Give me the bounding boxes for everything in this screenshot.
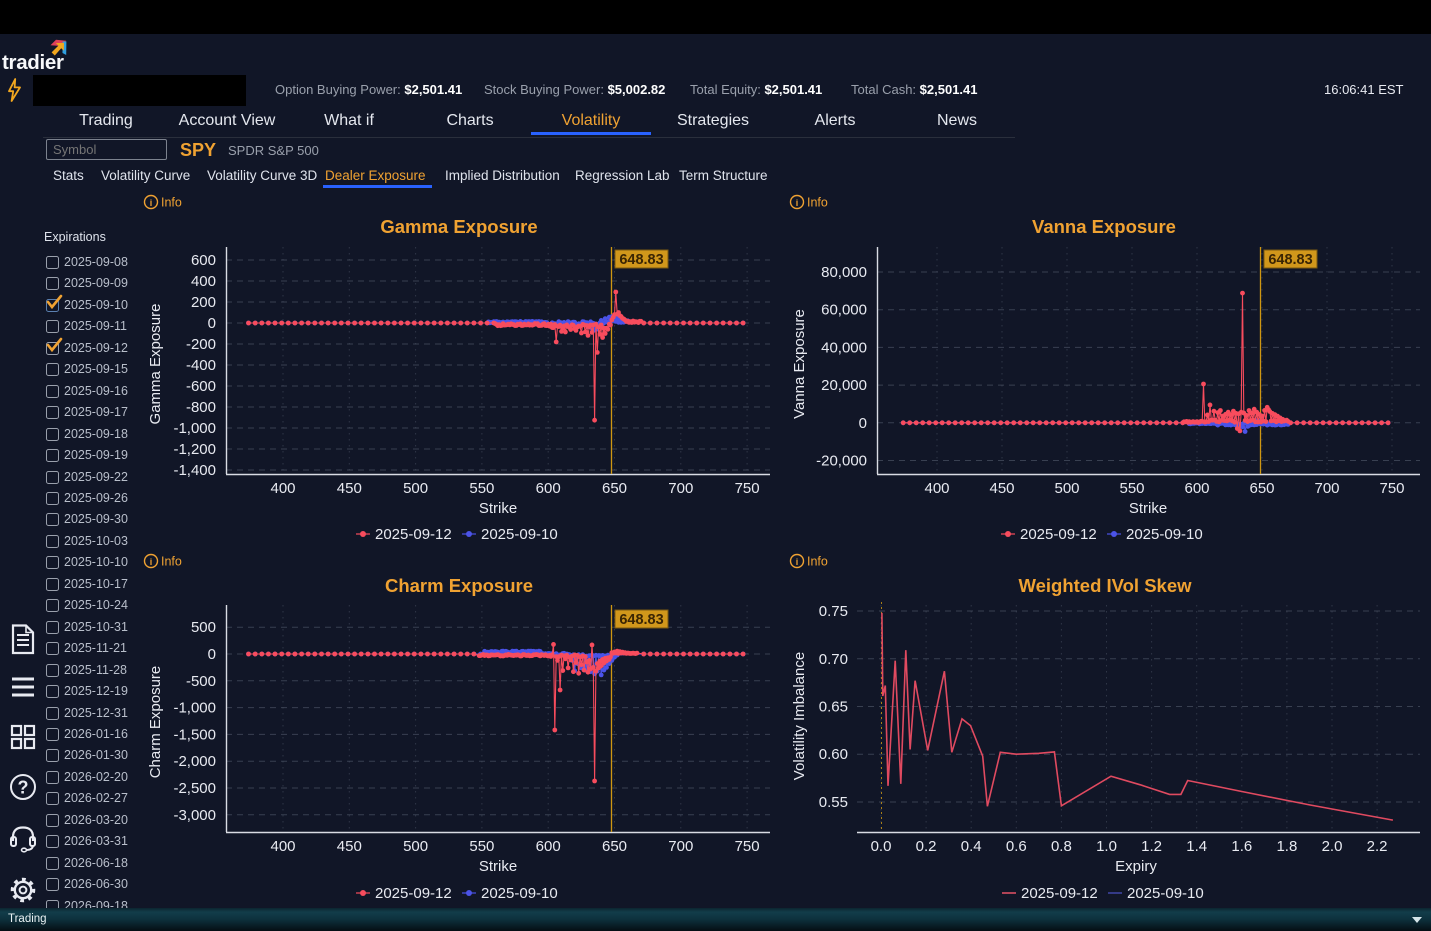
svg-text:0: 0: [208, 646, 216, 663]
svg-text:-2,500: -2,500: [173, 780, 216, 797]
svg-text:2.2: 2.2: [1367, 838, 1388, 855]
svg-text:20,000: 20,000: [821, 377, 867, 394]
svg-text:600: 600: [1184, 480, 1209, 497]
svg-text:-1,200: -1,200: [173, 441, 216, 458]
svg-text:400: 400: [191, 273, 216, 290]
svg-text:648.83: 648.83: [1268, 252, 1312, 268]
svg-text:2.0: 2.0: [1322, 838, 1343, 855]
svg-text:Vanna Exposure: Vanna Exposure: [1032, 216, 1176, 237]
svg-text:0.75: 0.75: [819, 603, 848, 620]
svg-text:Weighted IVol Skew: Weighted IVol Skew: [1018, 575, 1192, 596]
svg-text:600: 600: [536, 838, 561, 855]
svg-text:500: 500: [1054, 480, 1079, 497]
svg-text:1.8: 1.8: [1276, 838, 1297, 855]
svg-text:Info: Info: [161, 555, 182, 569]
svg-text:400: 400: [270, 480, 295, 497]
svg-text:450: 450: [989, 480, 1014, 497]
svg-text:0.70: 0.70: [819, 651, 848, 668]
svg-text:0.65: 0.65: [819, 699, 848, 716]
svg-text:550: 550: [1119, 480, 1144, 497]
svg-text:750: 750: [735, 838, 760, 855]
svg-text:Gamma Exposure: Gamma Exposure: [147, 304, 164, 425]
svg-text:0.60: 0.60: [819, 746, 848, 763]
svg-text:600: 600: [536, 480, 561, 497]
svg-text:750: 750: [735, 480, 760, 497]
svg-text:1.4: 1.4: [1186, 838, 1207, 855]
svg-text:648.83: 648.83: [619, 252, 663, 268]
svg-text:-1,000: -1,000: [173, 420, 216, 437]
svg-text:2025-09-10: 2025-09-10: [1127, 885, 1204, 902]
svg-text:Expiry: Expiry: [1115, 858, 1157, 875]
svg-text:2025-09-12: 2025-09-12: [375, 526, 452, 543]
svg-text:-600: -600: [186, 378, 216, 395]
svg-text:400: 400: [924, 480, 949, 497]
svg-text:650: 650: [1249, 480, 1274, 497]
svg-text:0.55: 0.55: [819, 794, 848, 811]
svg-text:Info: Info: [807, 196, 828, 210]
svg-text:2025-09-10: 2025-09-10: [481, 885, 558, 902]
svg-text:-2,000: -2,000: [173, 753, 216, 770]
svg-text:400: 400: [270, 838, 295, 855]
svg-text:Vanna Exposure: Vanna Exposure: [791, 309, 808, 419]
svg-text:2025-09-10: 2025-09-10: [1126, 526, 1203, 543]
svg-text:1.2: 1.2: [1141, 838, 1162, 855]
svg-text:0.8: 0.8: [1051, 838, 1072, 855]
svg-text:450: 450: [337, 480, 362, 497]
svg-text:Strike: Strike: [479, 858, 517, 875]
svg-text:2025-09-12: 2025-09-12: [1021, 885, 1098, 902]
svg-text:650: 650: [602, 480, 627, 497]
svg-text:600: 600: [191, 252, 216, 269]
svg-text:0: 0: [859, 415, 867, 432]
svg-text:550: 550: [469, 480, 494, 497]
svg-text:Info: Info: [807, 555, 828, 569]
svg-text:550: 550: [469, 838, 494, 855]
svg-text:648.83: 648.83: [619, 612, 663, 628]
svg-text:-1,400: -1,400: [173, 462, 216, 479]
svg-text:Strike: Strike: [1129, 500, 1167, 517]
svg-text:Info: Info: [161, 196, 182, 210]
svg-text:2025-09-12: 2025-09-12: [1020, 526, 1097, 543]
svg-text:-3,000: -3,000: [173, 807, 216, 824]
svg-text:-500: -500: [186, 673, 216, 690]
svg-text:0.2: 0.2: [916, 838, 937, 855]
svg-text:-20,000: -20,000: [816, 453, 867, 470]
svg-text:1.0: 1.0: [1096, 838, 1117, 855]
svg-text:?: ?: [18, 778, 29, 798]
svg-text:650: 650: [602, 838, 627, 855]
svg-text:500: 500: [403, 480, 428, 497]
svg-text:-800: -800: [186, 399, 216, 416]
svg-text:i: i: [150, 557, 153, 567]
svg-text:-1,000: -1,000: [173, 700, 216, 717]
svg-text:-400: -400: [186, 357, 216, 374]
svg-text:i: i: [150, 198, 153, 208]
svg-text:0.4: 0.4: [961, 838, 982, 855]
svg-text:700: 700: [668, 480, 693, 497]
svg-text:Charm Exposure: Charm Exposure: [385, 575, 533, 596]
svg-text:0: 0: [208, 315, 216, 332]
svg-text:i: i: [796, 198, 799, 208]
svg-text:2025-09-10: 2025-09-10: [481, 526, 558, 543]
svg-text:i: i: [796, 557, 799, 567]
svg-text:0.0: 0.0: [871, 838, 892, 855]
svg-text:2025-09-12: 2025-09-12: [375, 885, 452, 902]
svg-text:Gamma Exposure: Gamma Exposure: [380, 216, 537, 237]
svg-text:80,000: 80,000: [821, 264, 867, 281]
svg-text:0.6: 0.6: [1006, 838, 1027, 855]
svg-text:-200: -200: [186, 336, 216, 353]
svg-text:1.6: 1.6: [1231, 838, 1252, 855]
svg-text:200: 200: [191, 294, 216, 311]
svg-text:Strike: Strike: [479, 500, 517, 517]
svg-text:60,000: 60,000: [821, 302, 867, 319]
svg-text:40,000: 40,000: [821, 339, 867, 356]
svg-text:500: 500: [191, 619, 216, 636]
svg-text:700: 700: [668, 838, 693, 855]
svg-text:700: 700: [1314, 480, 1339, 497]
svg-text:750: 750: [1379, 480, 1404, 497]
svg-text:450: 450: [337, 838, 362, 855]
svg-text:500: 500: [403, 838, 428, 855]
svg-text:Charm Exposure: Charm Exposure: [147, 666, 164, 779]
svg-text:-1,500: -1,500: [173, 726, 216, 743]
svg-text:Volatility Imbalance: Volatility Imbalance: [791, 652, 808, 780]
